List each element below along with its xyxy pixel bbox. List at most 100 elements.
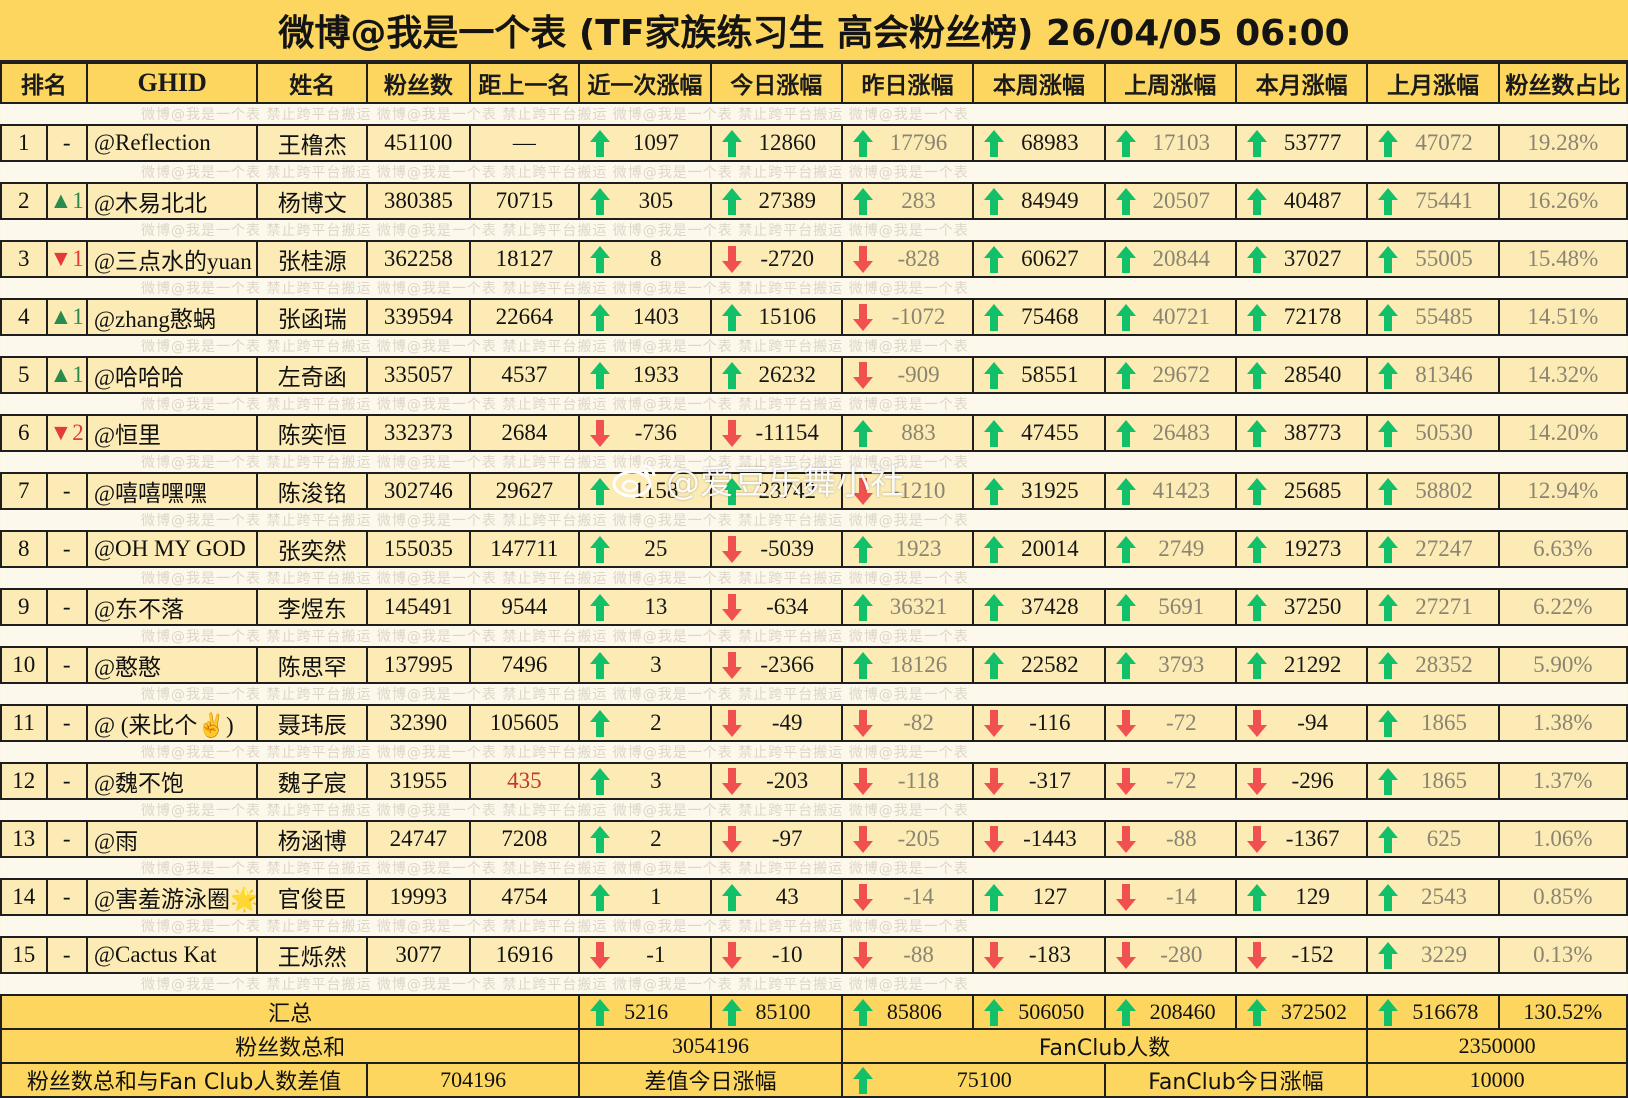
- gap-cell: 29627: [468, 472, 581, 510]
- change-cell: 1933: [578, 356, 712, 394]
- change-cell: 1097: [578, 124, 712, 162]
- change-cell: -280: [1103, 936, 1237, 974]
- watermark-strip: 微博@我是一个表 禁止跨平台搬运 微博@我是一个表 禁止跨平台搬运 微博@我是一…: [1, 624, 1627, 648]
- change-cell: 37428: [972, 588, 1106, 626]
- arrow-down-icon: [1115, 709, 1136, 737]
- arrow-down-icon: [852, 825, 873, 853]
- table-row: 4 ▲1 @zhang憨蜗 张函瑞 339594 22664 1403 15106 -1072 7…: [0, 298, 1628, 336]
- arrow-down-icon: [721, 941, 742, 969]
- change-cell: 58802: [1366, 472, 1500, 510]
- arrow-down-icon: [721, 535, 742, 563]
- arrow-up-icon: [1378, 477, 1399, 505]
- arrow-up-icon: [721, 187, 742, 215]
- arrow-up-icon: [1115, 303, 1136, 331]
- rank-change-cell: ▲1: [45, 182, 88, 220]
- arrow-up-icon: [1246, 998, 1267, 1026]
- arrow-down-icon: [852, 941, 873, 969]
- arrow-down-icon: [721, 709, 742, 737]
- fans-cell: 19993: [366, 878, 471, 916]
- arrow-up-icon: [1246, 883, 1267, 911]
- arrow-down-icon: [1246, 825, 1267, 853]
- rank-change-cell: -: [45, 878, 88, 916]
- arrow-up-icon: [590, 593, 611, 621]
- change-cell: -82: [840, 704, 975, 742]
- arrow-down-icon: [852, 245, 873, 273]
- arrow-down-icon: [852, 361, 873, 389]
- name-cell: 左奇函: [256, 356, 369, 394]
- change-cell: -72: [1103, 704, 1237, 742]
- arrow-down-icon: [852, 883, 873, 911]
- change-cell: 28352: [1366, 646, 1500, 684]
- arrow-up-icon: [852, 593, 873, 621]
- ghid-cell: @Cactus Kat: [85, 936, 259, 974]
- arrow-up-icon: [590, 709, 611, 737]
- ghid-cell: @哈哈哈: [85, 356, 259, 394]
- pct-cell: 5.90%: [1497, 646, 1628, 684]
- arrow-up-icon: [984, 593, 1005, 621]
- arrow-down-icon: [852, 709, 873, 737]
- watermark-strip: 微博@我是一个表 禁止跨平台搬运 微博@我是一个表 禁止跨平台搬运 微博@我是一…: [1, 160, 1627, 184]
- change-cell: 29672: [1103, 356, 1237, 394]
- arrow-down-icon: [1115, 825, 1136, 853]
- change-cell: 883: [840, 414, 975, 452]
- arrow-up-icon: [984, 535, 1005, 563]
- pct-cell: 14.51%: [1497, 298, 1628, 336]
- change-cell: 3: [578, 646, 712, 684]
- watermark-strip: 微博@我是一个表 禁止跨平台搬运 微博@我是一个表 禁止跨平台搬运 微博@我是一…: [1, 682, 1627, 706]
- arrow-down-icon: [1246, 767, 1267, 795]
- change-cell: 3229: [1366, 936, 1500, 974]
- change-cell: 20014: [972, 530, 1106, 568]
- arrow-up-icon: [1115, 245, 1136, 273]
- arrow-up-icon: [1246, 419, 1267, 447]
- change-cell: 68983: [972, 124, 1106, 162]
- arrow-up-icon: [1246, 651, 1267, 679]
- arrow-up-icon: [852, 129, 873, 157]
- watermark-strip: 微博@我是一个表 禁止跨平台搬运 微博@我是一个表 禁止跨平台搬运 微博@我是一…: [1, 798, 1627, 822]
- arrow-up-icon: [984, 361, 1005, 389]
- arrow-up-icon: [1378, 535, 1399, 563]
- pct-cell: 0.85%: [1497, 878, 1628, 916]
- summary-pct: 130.52%: [1497, 994, 1628, 1030]
- arrow-up-icon: [590, 361, 611, 389]
- change-cell: 26232: [709, 356, 843, 394]
- arrow-down-icon: [852, 477, 873, 505]
- gap-cell: 9544: [468, 588, 581, 626]
- column-header: 昨日涨幅: [840, 62, 975, 104]
- rank-cell: 12: [0, 762, 48, 800]
- rank-change-cell: ▼2: [45, 414, 88, 452]
- change-cell: 55005: [1366, 240, 1500, 278]
- ghid-cell: @zhang憨蜗: [85, 298, 259, 336]
- change-cell: 27389: [709, 182, 843, 220]
- change-cell: -14: [840, 878, 975, 916]
- change-cell: 38773: [1234, 414, 1369, 452]
- fans-cell: 362258: [366, 240, 471, 278]
- ghid-cell: @嘻嘻嘿嘿: [85, 472, 259, 510]
- rank-cell: 13: [0, 820, 48, 858]
- arrow-up-icon: [590, 998, 611, 1026]
- fanclub-label: FanClub人数: [840, 1028, 1369, 1064]
- change-cell: 72178: [1234, 298, 1369, 336]
- change-cell: 40487: [1234, 182, 1369, 220]
- pct-cell: 14.20%: [1497, 414, 1628, 452]
- arrow-up-icon: [984, 187, 1005, 215]
- change-cell: 305: [578, 182, 712, 220]
- fans-sum-value: 3054196: [578, 1028, 843, 1064]
- table-row: 5 ▲1 @哈哈哈 左奇函 335057 4537 1933 26232 -909 58551 29…: [0, 356, 1628, 394]
- arrow-up-icon: [1246, 477, 1267, 505]
- fans-sum-label: 粉丝数总和: [0, 1028, 581, 1064]
- change-cell: 47455: [972, 414, 1106, 452]
- arrow-up-icon: [1115, 477, 1136, 505]
- arrow-up-icon: [984, 651, 1005, 679]
- change-cell: -2366: [709, 646, 843, 684]
- change-cell: 5691: [1103, 588, 1237, 626]
- arrow-up-icon: [852, 419, 873, 447]
- change-cell: -317: [972, 762, 1106, 800]
- column-header: GHID: [85, 62, 259, 104]
- ghid-cell: @魏不饱: [85, 762, 259, 800]
- change-cell: 1158: [578, 472, 712, 510]
- arrow-up-icon: [984, 245, 1005, 273]
- pct-cell: 12.94%: [1497, 472, 1628, 510]
- gap-cell: 18127: [468, 240, 581, 278]
- fans-cell: 335057: [366, 356, 471, 394]
- column-header: 粉丝数占比: [1497, 62, 1628, 104]
